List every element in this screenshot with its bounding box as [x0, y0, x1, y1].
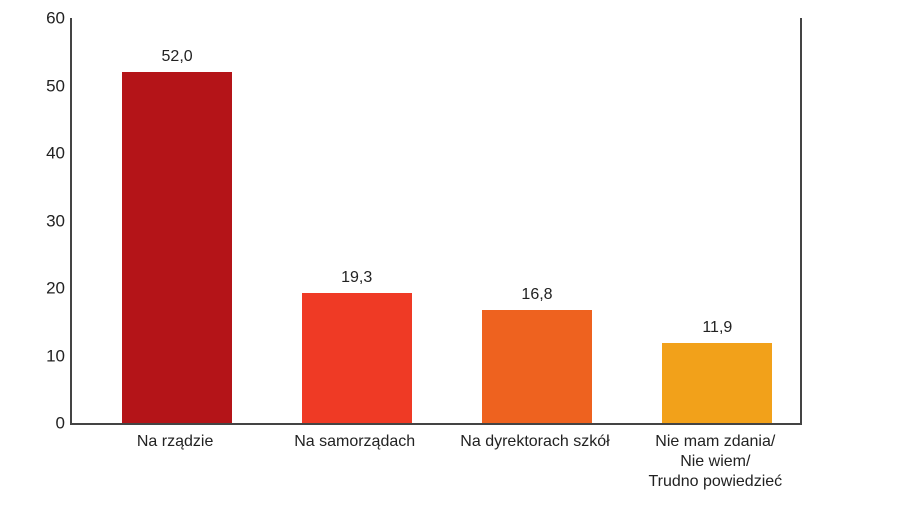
bar-value-label: 11,9 [647, 319, 787, 343]
x-category-label: Na rządzie [90, 432, 260, 452]
y-tick-label: 50 [25, 77, 65, 94]
bar: 11,9 [662, 343, 772, 423]
y-tick-label: 40 [25, 145, 65, 162]
bar: 16,8 [482, 310, 592, 423]
x-category-label: Na samorządach [270, 432, 440, 452]
x-category-label: Nie mam zdania/ Nie wiem/ Trudno powiedz… [630, 432, 800, 492]
y-axis-right [800, 18, 802, 423]
bar-chart: 52,0 19,3 16,8 11,9 0 10 20 30 40 50 60 Na rządzie N… [0, 0, 915, 514]
y-tick-label: 20 [25, 280, 65, 297]
bar: 52,0 [122, 72, 232, 423]
bar: 19,3 [302, 293, 412, 423]
y-tick-label: 10 [25, 347, 65, 364]
x-category-label: Na dyrektorach szkół [450, 432, 620, 452]
y-tick-label: 0 [25, 415, 65, 432]
bar-value-label: 16,8 [467, 286, 607, 310]
bar-value-label: 52,0 [107, 48, 247, 72]
bar-value-label: 19,3 [287, 269, 427, 293]
y-tick-label: 60 [25, 10, 65, 27]
y-tick-label: 30 [25, 212, 65, 229]
plot-area: 52,0 19,3 16,8 11,9 [70, 18, 802, 425]
